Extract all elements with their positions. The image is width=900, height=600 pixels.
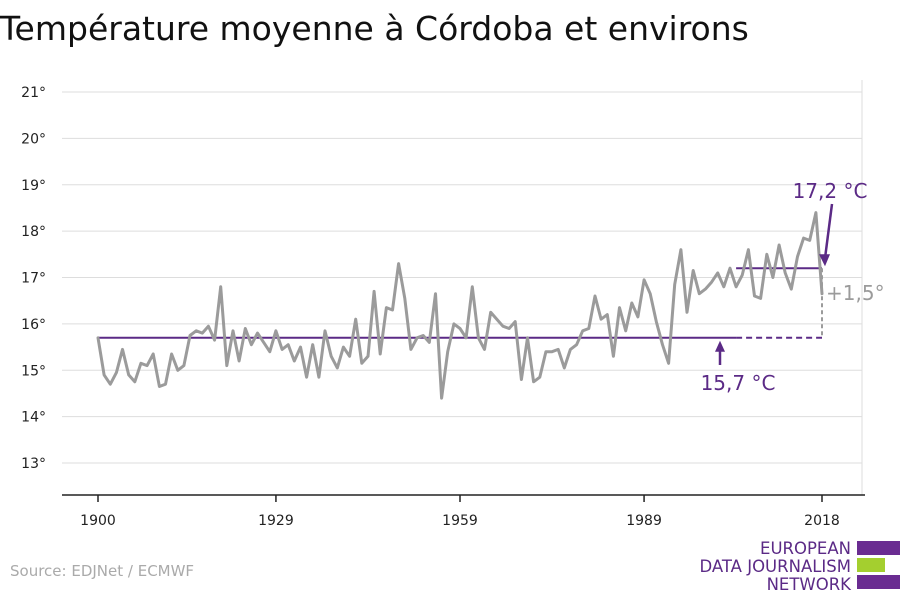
y-tick-label: 20° xyxy=(21,131,46,147)
gridlines xyxy=(62,80,863,495)
baseline-value-label: 15,7 °C xyxy=(701,371,776,395)
y-tick-label: 13° xyxy=(21,456,46,472)
y-tick-label: 14° xyxy=(21,410,46,426)
y-tick-label: 17° xyxy=(21,271,46,287)
recent-arrow-head xyxy=(819,254,830,267)
recent-arrow-shaft xyxy=(823,203,834,259)
y-tick-label: 18° xyxy=(21,224,46,240)
x-axis-ticks: 1900 1929 1959 1989 2018 xyxy=(80,495,840,529)
logo-bar-green xyxy=(857,558,885,572)
logo-bar-purple-top xyxy=(857,541,900,555)
y-axis-ticks: 13° 14° 15° 16° 17° 18° 19° 20° 21° xyxy=(21,85,46,472)
logo-line-1: EUROPEAN xyxy=(760,539,851,558)
x-tick-label: 1989 xyxy=(626,513,662,529)
y-tick-label: 21° xyxy=(21,85,46,101)
annotations: 15,7 °C 17,2 °C +1,5° xyxy=(701,179,885,395)
temperature-series-line xyxy=(96,211,824,400)
edjnet-logo: EUROPEAN DATA JOURNALISM NETWORK xyxy=(699,539,900,594)
difference-label: +1,5° xyxy=(826,281,885,305)
logo-line-2: DATA JOURNALISM xyxy=(699,557,851,576)
logo-line-3: NETWORK xyxy=(767,575,853,594)
x-tick-label: 2018 xyxy=(804,513,840,529)
x-tick-label: 1929 xyxy=(258,513,294,529)
y-tick-label: 15° xyxy=(21,363,46,379)
y-tick-label: 16° xyxy=(21,317,46,333)
recent-value-label: 17,2 °C xyxy=(793,179,868,203)
baseline-arrow-head xyxy=(715,340,725,352)
y-tick-label: 19° xyxy=(21,178,46,194)
chart-title: Température moyenne à Córdoba et environ… xyxy=(0,9,749,48)
x-tick-label: 1900 xyxy=(80,513,116,529)
x-tick-label: 1959 xyxy=(442,513,478,529)
logo-bar-purple-bottom xyxy=(857,575,900,589)
source-credit: Source: EDJNet / ECMWF xyxy=(10,562,194,580)
